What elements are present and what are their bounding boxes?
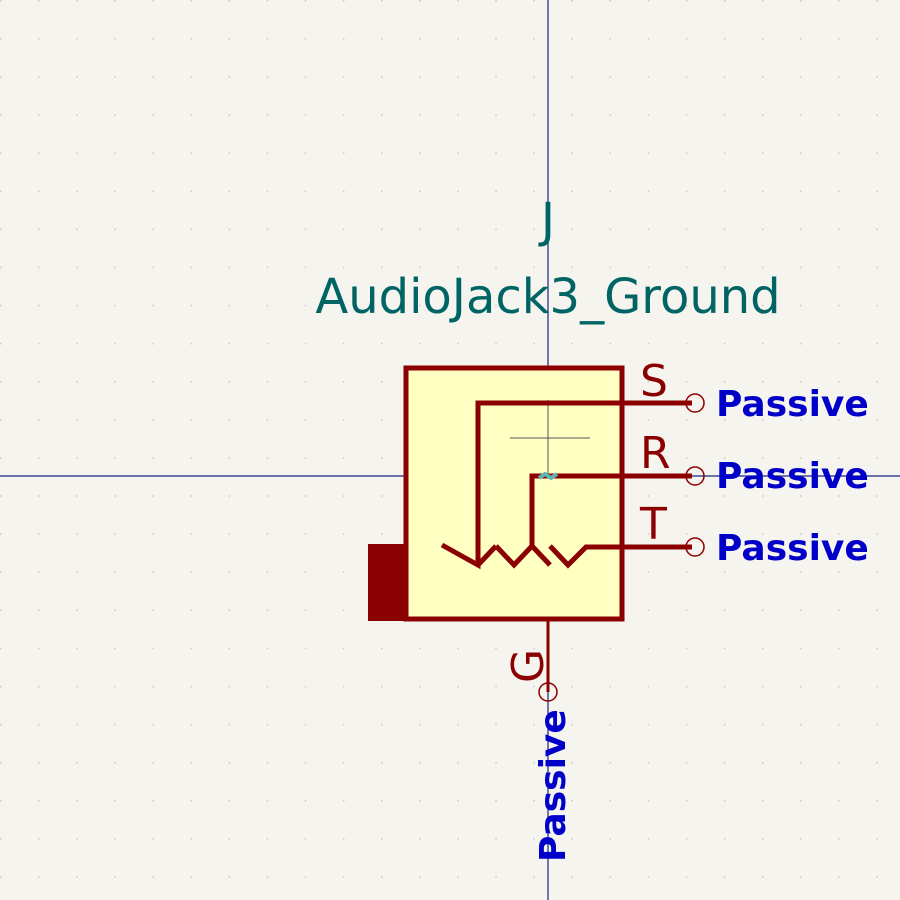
pin-name-s: S: [640, 356, 668, 407]
pin-endpoint-t[interactable]: [685, 537, 705, 557]
pin-name-t: T: [639, 499, 667, 550]
pin-endpoint-s[interactable]: [685, 393, 705, 413]
pin-type-t: Passive: [716, 528, 869, 569]
pin-type-g: Passive: [533, 709, 574, 862]
sleeve-block: [368, 544, 408, 621]
pin-name-r: R: [640, 428, 671, 479]
pin-name-g: G: [503, 649, 554, 683]
reference-designator[interactable]: J: [538, 193, 555, 249]
symbol-value[interactable]: AudioJack3_Ground: [315, 269, 780, 325]
contact-graphics: [440, 400, 692, 570]
symbol-body[interactable]: [403, 365, 625, 622]
pin-endpoint-r[interactable]: [685, 466, 705, 486]
pin-endpoint-g[interactable]: [538, 682, 558, 702]
pin-type-r: Passive: [716, 456, 869, 497]
anchor-marker: [537, 471, 559, 481]
pin-type-s: Passive: [716, 384, 869, 425]
